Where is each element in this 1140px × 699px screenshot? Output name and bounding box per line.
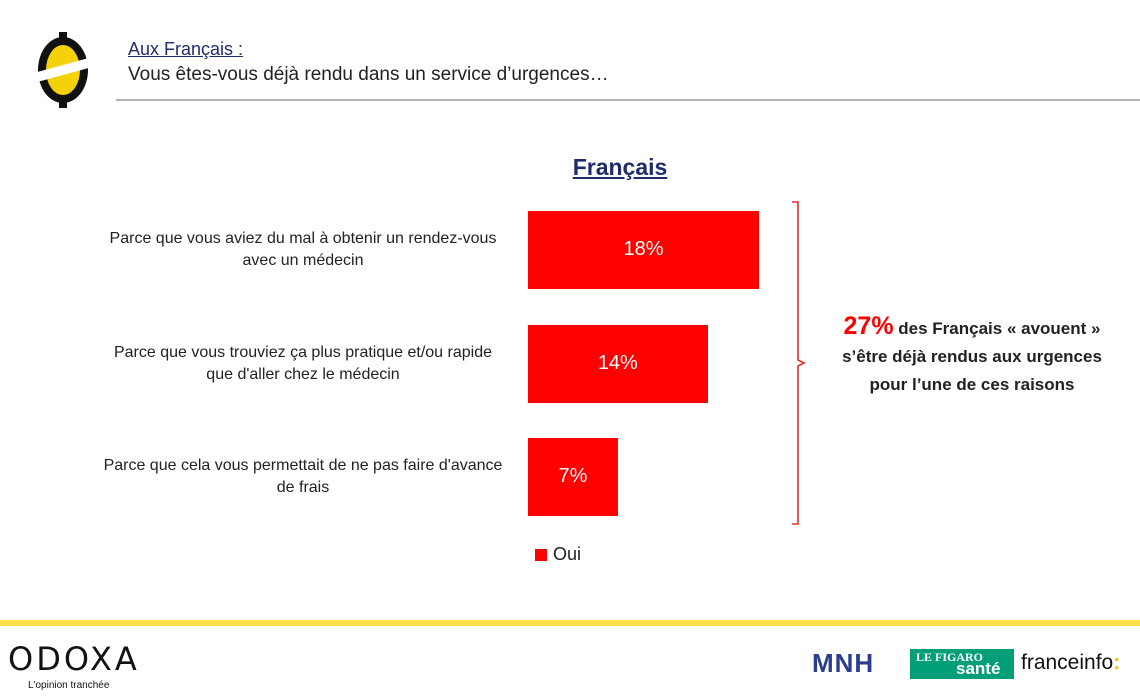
header-intro: Aux Français : xyxy=(128,39,244,59)
callout-percentage: 27% xyxy=(843,312,894,340)
bar xyxy=(528,211,759,289)
bracket-icon xyxy=(792,201,806,525)
mnh-logo: MNH xyxy=(812,648,875,678)
odoxa-tagline: L'opinion tranchée xyxy=(28,680,110,691)
figaro-sante-logo: LE FIGARO santé xyxy=(910,649,1014,679)
bar-category-label-line: Parce que vous trouviez ça plus pratique… xyxy=(113,344,492,361)
bar-category-label-line: Parce que cela vous permettait de ne pas… xyxy=(103,457,503,474)
figaro-logo-top: LE FIGARO xyxy=(916,650,984,664)
odoxa-emblem-icon xyxy=(30,32,96,108)
bar xyxy=(528,438,618,516)
legend-label: Oui xyxy=(553,544,582,564)
bar-category-label-line: de frais xyxy=(276,479,330,496)
odoxa-logo: ODOXA xyxy=(8,640,140,678)
franceinfo-logo: franceinfo: xyxy=(1021,651,1120,675)
callout-text-2: s’être déjà rendus aux urgences xyxy=(842,347,1102,366)
footer-band xyxy=(0,620,1140,626)
callout-text-3: pour l’une de ces raisons xyxy=(869,375,1075,394)
bar-category-label: Parce que vous trouviez ça plus pratique… xyxy=(60,342,546,386)
bar-category-label: Parce que cela vous permettait de ne pas… xyxy=(60,455,546,499)
bar-category-label: Parce que vous aviez du mal à obtenir un… xyxy=(60,228,546,272)
header-divider xyxy=(116,99,1140,101)
chart-legend: Oui xyxy=(535,544,581,565)
callout-text-1: des Français « avouent » xyxy=(893,319,1101,338)
bar-value-label: 14% xyxy=(597,352,638,374)
legend-swatch xyxy=(535,549,547,561)
callout-line-1: 27% des Français « avouent » xyxy=(822,312,1122,343)
bar-category-label-line: que d'aller chez le médecin xyxy=(206,366,400,383)
bar xyxy=(528,325,708,403)
bar-category-label-line: Parce que vous aviez du mal à obtenir un… xyxy=(109,230,497,247)
bar-value-label: 7% xyxy=(558,465,588,487)
franceinfo-text: franceinfo xyxy=(1021,651,1114,674)
bar-category-label-line: avec un médecin xyxy=(242,252,364,269)
franceinfo-colon: : xyxy=(1113,651,1121,674)
callout-summary: 27% des Français « avouent » s’être déjà… xyxy=(822,312,1122,399)
figaro-logo-bottom: santé xyxy=(956,659,1001,678)
header-question: Vous êtes-vous déjà rendu dans un servic… xyxy=(128,64,609,85)
bar-value-label: 18% xyxy=(623,238,664,260)
chart-title: Français xyxy=(572,154,668,180)
